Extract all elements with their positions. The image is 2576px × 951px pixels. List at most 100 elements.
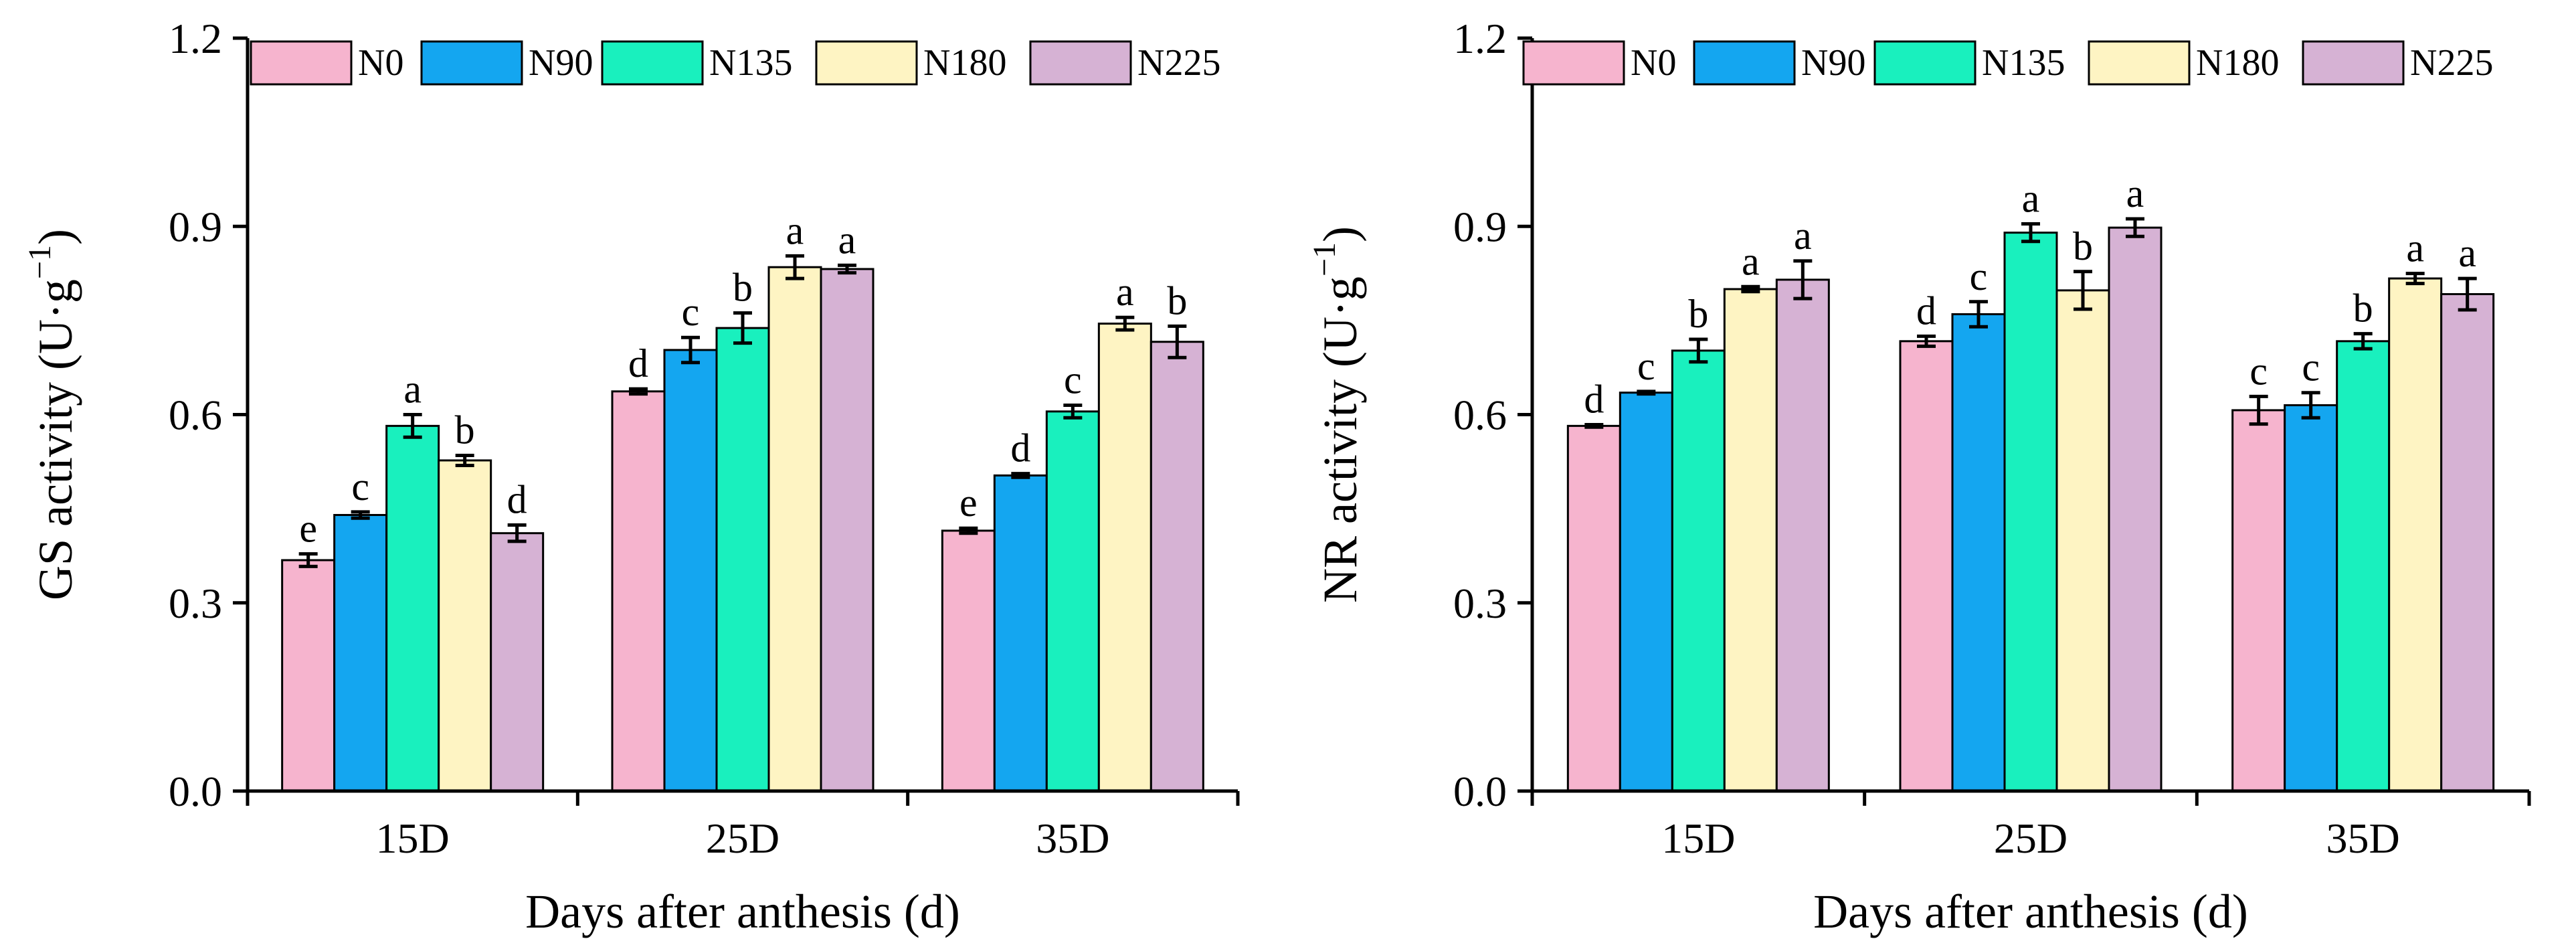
bar-n135-15d: [1671, 349, 1726, 792]
significance-letter: c: [1637, 344, 1655, 388]
significance-letter: c: [2249, 349, 2268, 393]
y-tick-label: 0.3: [169, 580, 222, 627]
legend-item-n90: N90: [420, 40, 593, 86]
significance-letter: b: [2073, 224, 2093, 268]
x-tick-label: 25D: [1994, 814, 2067, 862]
bar-n180-35d: [2388, 277, 2443, 792]
significance-letter: a: [2406, 226, 2424, 270]
bar-n225-35d: [2440, 293, 2495, 792]
legend-swatch: [1873, 40, 1976, 86]
legend-item-n0: N0: [250, 40, 403, 86]
legend-swatch: [815, 40, 918, 86]
bar-n90-25d: [663, 349, 718, 792]
x-axis-title: Days after anthesis (d): [525, 885, 960, 938]
significance-letter: b: [455, 408, 475, 452]
legend-label: N180: [2196, 42, 2279, 84]
bar-n225-25d: [820, 268, 875, 792]
bar-n135-25d: [2003, 232, 2058, 792]
legend-swatch: [2302, 40, 2405, 86]
significance-letter: e: [959, 481, 978, 525]
error-bar-n180-35d: [1115, 315, 1135, 332]
y-tick-label: 0.0: [169, 768, 222, 815]
x-tick-label: 15D: [1661, 814, 1735, 862]
bar-n0-25d: [611, 390, 666, 792]
bar-n135-35d: [1045, 410, 1100, 792]
bar-n135-35d: [2336, 340, 2391, 792]
error-bar-n135-35d: [2353, 332, 2373, 351]
bar-n225-15d: [490, 532, 545, 792]
error-bar-n225-15d: [1793, 259, 1813, 300]
y-tick-label: 1.2: [1453, 15, 1507, 62]
y-tick-label: 0.0: [1453, 768, 1507, 815]
bar-n180-25d: [2055, 289, 2110, 792]
legend-swatch: [250, 40, 353, 86]
significance-letter: a: [403, 367, 422, 412]
error-bar-n225-35d: [1168, 324, 1187, 359]
significance-letter: a: [2126, 171, 2144, 215]
x-tick-label: 35D: [1036, 814, 1109, 862]
error-bar-n90-15d: [351, 510, 370, 520]
bar-n90-15d: [1619, 392, 1673, 792]
error-bar-n135-15d: [1689, 337, 1708, 364]
legend-swatch: [1029, 40, 1132, 86]
significance-letter: d: [628, 341, 648, 385]
y-axis-title: GS activity (U·g−1): [22, 229, 82, 600]
error-bar-n90-15d: [1637, 390, 1656, 396]
bar-n0-35d: [941, 529, 996, 792]
x-tick-label: 15D: [376, 814, 450, 862]
legend-label: N90: [529, 42, 593, 84]
legend-item-n180: N180: [2088, 40, 2279, 86]
error-bar-n0-25d: [1917, 334, 1936, 348]
bar-n180-15d: [1723, 288, 1778, 792]
error-bar-n225-25d: [2126, 217, 2144, 238]
error-bar-n0-35d: [2249, 394, 2268, 426]
significance-letter: c: [2302, 345, 2320, 390]
error-bar-n225-35d: [2458, 276, 2477, 312]
legend-label: N90: [1801, 42, 1865, 84]
significance-letter: d: [507, 478, 527, 522]
significance-letter: b: [2353, 286, 2373, 331]
error-bar-n180-15d: [455, 453, 474, 467]
error-bar-n0-15d: [298, 552, 318, 568]
error-bar-n0-25d: [629, 387, 648, 396]
bar-n225-35d: [1149, 341, 1204, 792]
error-bar-n180-15d: [1741, 284, 1760, 294]
error-bar-n90-35d: [2301, 391, 2320, 420]
error-bar-n180-25d: [786, 254, 804, 280]
legend-label: N225: [2410, 42, 2493, 84]
legend-item-n90: N90: [1693, 40, 1865, 86]
significance-letter: a: [1742, 239, 1760, 283]
significance-letter: a: [1794, 213, 1812, 258]
error-bar-n135-15d: [403, 413, 422, 439]
legend-swatch: [1693, 40, 1796, 86]
legend-label: N225: [1137, 42, 1220, 84]
bar-n0-35d: [2231, 409, 2286, 792]
legend-label: N0: [358, 42, 403, 84]
x-tick-label: 35D: [2326, 814, 2400, 862]
error-bar-n90-25d: [681, 335, 700, 365]
y-tick-label: 0.9: [1453, 203, 1507, 250]
legend-item-n135: N135: [601, 40, 792, 86]
significance-letter: d: [1010, 426, 1030, 470]
bar-n225-25d: [2108, 226, 2163, 792]
bar-n90-15d: [333, 514, 388, 792]
y-axis-title: NR activity (U·g−1): [1307, 226, 1367, 603]
significance-letter: a: [786, 208, 804, 252]
legend-swatch: [420, 40, 523, 86]
legend-label: N135: [1982, 42, 2065, 84]
error-bar-n180-35d: [2405, 272, 2425, 286]
bar-n135-15d: [385, 424, 440, 792]
error-bar-n225-15d: [507, 523, 527, 543]
significance-letter: c: [1970, 254, 1988, 298]
legend-swatch: [1522, 40, 1625, 86]
error-bar-n0-35d: [959, 526, 978, 535]
legend-item-n225: N225: [2302, 40, 2493, 86]
y-tick-label: 0.6: [169, 392, 222, 439]
error-bar-n90-25d: [1969, 300, 1988, 329]
legend-item-n0: N0: [1522, 40, 1676, 86]
bar-n0-25d: [1899, 340, 1954, 792]
significance-letter: b: [1167, 278, 1187, 323]
